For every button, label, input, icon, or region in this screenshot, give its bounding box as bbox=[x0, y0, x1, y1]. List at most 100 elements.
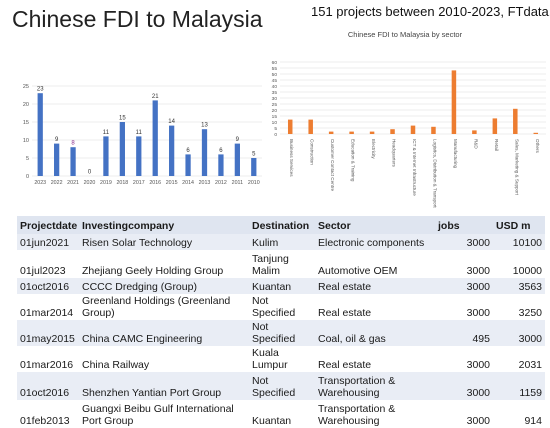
x-tick-label: 2017 bbox=[133, 180, 145, 186]
x-tick-label: Sales, Marketing & Support bbox=[514, 139, 519, 196]
cell-usd: 3250 bbox=[518, 307, 542, 319]
data-label: 5 bbox=[252, 152, 256, 158]
bar bbox=[390, 129, 395, 134]
cell-company: Risen Solar Technology bbox=[79, 234, 249, 250]
data-label: 11 bbox=[103, 130, 110, 136]
table-row: 01feb2013 Guangxi Beibu Gulf Internation… bbox=[17, 400, 545, 428]
data-label: 0 bbox=[88, 170, 92, 176]
col-header-usd: USD m bbox=[493, 216, 545, 234]
bar bbox=[70, 147, 76, 176]
bar bbox=[251, 158, 257, 176]
data-label: 21 bbox=[152, 94, 159, 100]
bar bbox=[234, 143, 240, 176]
y-tick-label: 0 bbox=[274, 132, 277, 138]
x-tick-label: Business Services bbox=[289, 139, 294, 177]
y-tick-label: 5 bbox=[274, 126, 277, 132]
cell-company: China Railway bbox=[82, 359, 150, 371]
bar bbox=[185, 154, 191, 176]
x-tick-label: 2016 bbox=[149, 180, 161, 186]
y-tick-label: 35 bbox=[272, 90, 278, 96]
cell-jobs: 3000 bbox=[435, 278, 493, 294]
col-header-investingcompany: Investingcompany bbox=[79, 216, 249, 234]
cell-sector: Electronic components bbox=[315, 234, 435, 250]
cell-usd: 3563 bbox=[493, 278, 545, 294]
x-tick-label: Electricity bbox=[371, 139, 376, 159]
bar bbox=[369, 131, 375, 134]
x-tick-label: Logistics, Distribution & Transportation bbox=[432, 139, 437, 208]
cell-destination: Kuantan bbox=[252, 415, 292, 427]
y-tick-label: 5 bbox=[26, 156, 29, 162]
cell-usd: 3000 bbox=[493, 320, 545, 346]
cell-company: Greenland Holdings (Greenland Group) bbox=[82, 295, 231, 319]
cell-usd: 1159 bbox=[493, 372, 545, 400]
y-tick-label: 60 bbox=[272, 60, 278, 66]
cell-jobs: 3000 bbox=[435, 372, 493, 400]
x-tick-label: 2018 bbox=[116, 180, 128, 186]
y-tick-label: 25 bbox=[23, 84, 29, 90]
cell-jobs: 3000 bbox=[466, 265, 490, 277]
projects-by-sector-chart: Chinese FDI to Malaysia by sector0510152… bbox=[272, 30, 546, 208]
y-tick-label: 20 bbox=[23, 102, 29, 108]
cell-projectdate: 01oct2016 bbox=[17, 278, 79, 294]
y-tick-label: 0 bbox=[26, 174, 29, 180]
table-row: 01jun2021 Risen Solar Technology Kulim E… bbox=[17, 234, 545, 250]
bar bbox=[37, 93, 43, 176]
x-tick-label: Construction bbox=[310, 139, 315, 165]
x-tick-label: 2015 bbox=[166, 180, 178, 186]
projects-by-year-chart: 0 5 10 15 20 25 23 2023 9 2022 8 2021 0 2020 11 2019 15 2… bbox=[23, 84, 262, 186]
cell-usd: 914 bbox=[524, 415, 542, 427]
data-label: 6 bbox=[186, 148, 190, 154]
cell-jobs: 3000 bbox=[466, 307, 490, 319]
x-tick-label: ICT & Internet Infrastructure bbox=[412, 139, 417, 196]
table-row: 01may2015 China CAMC Engineering Not Spe… bbox=[17, 320, 545, 346]
x-tick-label: 2012 bbox=[215, 180, 227, 186]
bar bbox=[431, 126, 436, 134]
bar bbox=[54, 143, 60, 176]
bar bbox=[513, 108, 518, 134]
cell-company: CCCC Dredging (Group) bbox=[79, 278, 249, 294]
chart-title: Chinese FDI to Malaysia by sector bbox=[348, 30, 463, 39]
cell-jobs: 495 bbox=[435, 320, 493, 346]
x-tick-label: 2014 bbox=[182, 180, 194, 186]
cell-company: China CAMC Engineering bbox=[79, 320, 249, 346]
cell-destination: Kulim bbox=[249, 234, 315, 250]
bar bbox=[201, 129, 208, 176]
slide-title: Chinese FDI to Malaysia bbox=[12, 6, 263, 32]
bar bbox=[169, 125, 175, 176]
data-label: 11 bbox=[136, 130, 143, 136]
bar bbox=[103, 136, 109, 176]
cell-projectdate: 01feb2013 bbox=[20, 415, 70, 427]
bar bbox=[472, 130, 477, 134]
data-label: 14 bbox=[168, 119, 175, 125]
col-header-projectdate: Projectdate bbox=[17, 216, 79, 234]
y-tick-label: 15 bbox=[23, 120, 29, 126]
x-tick-label: Manufacturing bbox=[453, 139, 458, 169]
cell-projectdate: 01may2015 bbox=[17, 320, 79, 346]
table-header-row: Projectdate Investingcompany Destination… bbox=[17, 216, 545, 234]
col-header-jobs: jobs bbox=[435, 216, 493, 234]
projects-table: Projectdate Investingcompany Destination… bbox=[17, 216, 545, 428]
x-tick-label: 2011 bbox=[232, 180, 243, 186]
y-tick-label: 45 bbox=[272, 78, 278, 84]
x-tick-label: Customer Contact Centre bbox=[330, 139, 335, 192]
table-row: 01oct2016 CCCC Dredging (Group) Kuantan … bbox=[17, 278, 545, 294]
x-tick-label: Retail bbox=[494, 139, 499, 151]
bar bbox=[119, 122, 125, 176]
y-tick-label: 20 bbox=[272, 108, 278, 114]
cell-destination: Kuala Lumpur bbox=[252, 347, 288, 371]
bar bbox=[152, 100, 158, 176]
cell-projectdate: 01oct2016 bbox=[17, 372, 79, 400]
bar bbox=[328, 131, 334, 134]
table-row: 01oct2016 Shenzhen Yantian Port Group No… bbox=[17, 372, 545, 400]
x-tick-label: Others bbox=[535, 139, 540, 153]
y-tick-label: 30 bbox=[272, 96, 278, 102]
y-tick-label: 15 bbox=[272, 114, 278, 120]
col-header-sector: Sector bbox=[315, 216, 435, 234]
data-label: 9 bbox=[236, 137, 240, 143]
cell-sector: Transportation & Warehousing bbox=[315, 372, 435, 400]
y-tick-label: 55 bbox=[272, 66, 278, 72]
cell-destination: Kuantan bbox=[249, 278, 315, 294]
slide-subtitle: 151 projects between 2010-2023, FTdata. bbox=[311, 4, 550, 19]
y-tick-label: 40 bbox=[272, 84, 278, 90]
cell-projectdate: 01mar2014 bbox=[20, 307, 74, 319]
